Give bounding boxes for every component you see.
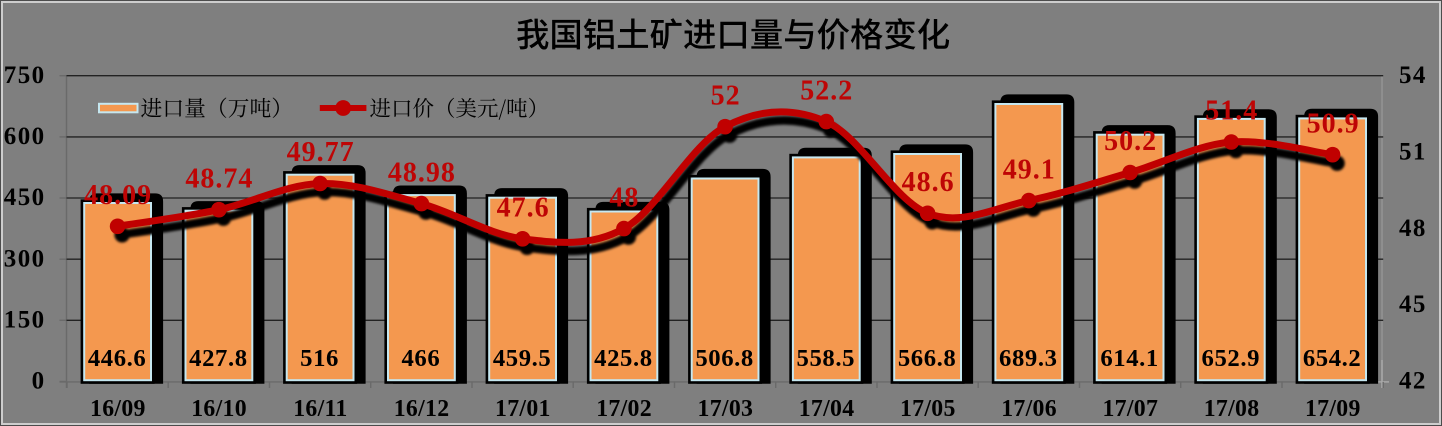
svg-text:50.2: 50.2 <box>1104 126 1157 157</box>
svg-text:51: 51 <box>1399 138 1427 165</box>
svg-text:427.8: 427.8 <box>189 345 248 372</box>
svg-text:17/01: 17/01 <box>495 396 551 422</box>
svg-text:425.8: 425.8 <box>594 345 653 372</box>
svg-text:50.9: 50.9 <box>1307 108 1360 139</box>
svg-text:614.1: 614.1 <box>1100 345 1159 372</box>
svg-text:48.6: 48.6 <box>902 167 955 198</box>
svg-text:459.5: 459.5 <box>493 345 552 372</box>
svg-text:16/09: 16/09 <box>90 396 146 422</box>
svg-text:558.5: 558.5 <box>797 345 856 372</box>
svg-text:652.9: 652.9 <box>1202 345 1261 372</box>
svg-text:16/12: 16/12 <box>394 396 450 422</box>
svg-text:516: 516 <box>300 345 339 372</box>
svg-text:450: 450 <box>4 184 46 211</box>
svg-text:48.74: 48.74 <box>185 163 253 194</box>
svg-text:466: 466 <box>401 345 440 372</box>
svg-text:16/10: 16/10 <box>191 396 247 422</box>
svg-text:506.8: 506.8 <box>695 345 754 372</box>
svg-text:48.98: 48.98 <box>388 157 456 188</box>
svg-text:17/08: 17/08 <box>1204 396 1260 422</box>
svg-text:17/07: 17/07 <box>1102 396 1158 422</box>
svg-text:49.77: 49.77 <box>287 137 355 168</box>
svg-text:300: 300 <box>4 245 46 272</box>
svg-text:52.2: 52.2 <box>800 75 853 106</box>
svg-text:45: 45 <box>1399 291 1427 318</box>
svg-text:689.3: 689.3 <box>999 345 1058 372</box>
svg-text:600: 600 <box>4 123 46 150</box>
svg-text:446.6: 446.6 <box>88 345 147 372</box>
svg-text:17/05: 17/05 <box>900 396 956 422</box>
svg-text:16/11: 16/11 <box>293 396 347 422</box>
svg-text:17/04: 17/04 <box>799 396 855 422</box>
svg-text:150: 150 <box>4 307 46 334</box>
svg-text:54: 54 <box>1399 62 1427 89</box>
svg-text:17/09: 17/09 <box>1305 396 1361 422</box>
svg-text:48: 48 <box>1399 215 1427 242</box>
svg-text:42: 42 <box>1399 368 1427 395</box>
svg-text:0: 0 <box>32 368 46 395</box>
svg-text:654.2: 654.2 <box>1303 345 1362 372</box>
svg-text:17/06: 17/06 <box>1001 396 1057 422</box>
svg-text:49.1: 49.1 <box>1003 154 1056 185</box>
svg-text:48.09: 48.09 <box>84 180 152 211</box>
svg-text:17/02: 17/02 <box>596 396 652 422</box>
svg-text:17/03: 17/03 <box>698 396 754 422</box>
svg-text:51.4: 51.4 <box>1205 96 1258 127</box>
svg-text:48: 48 <box>609 182 639 213</box>
svg-text:52: 52 <box>711 80 741 111</box>
svg-text:750: 750 <box>4 62 46 89</box>
svg-text:566.8: 566.8 <box>898 345 957 372</box>
svg-text:47.6: 47.6 <box>497 193 550 224</box>
